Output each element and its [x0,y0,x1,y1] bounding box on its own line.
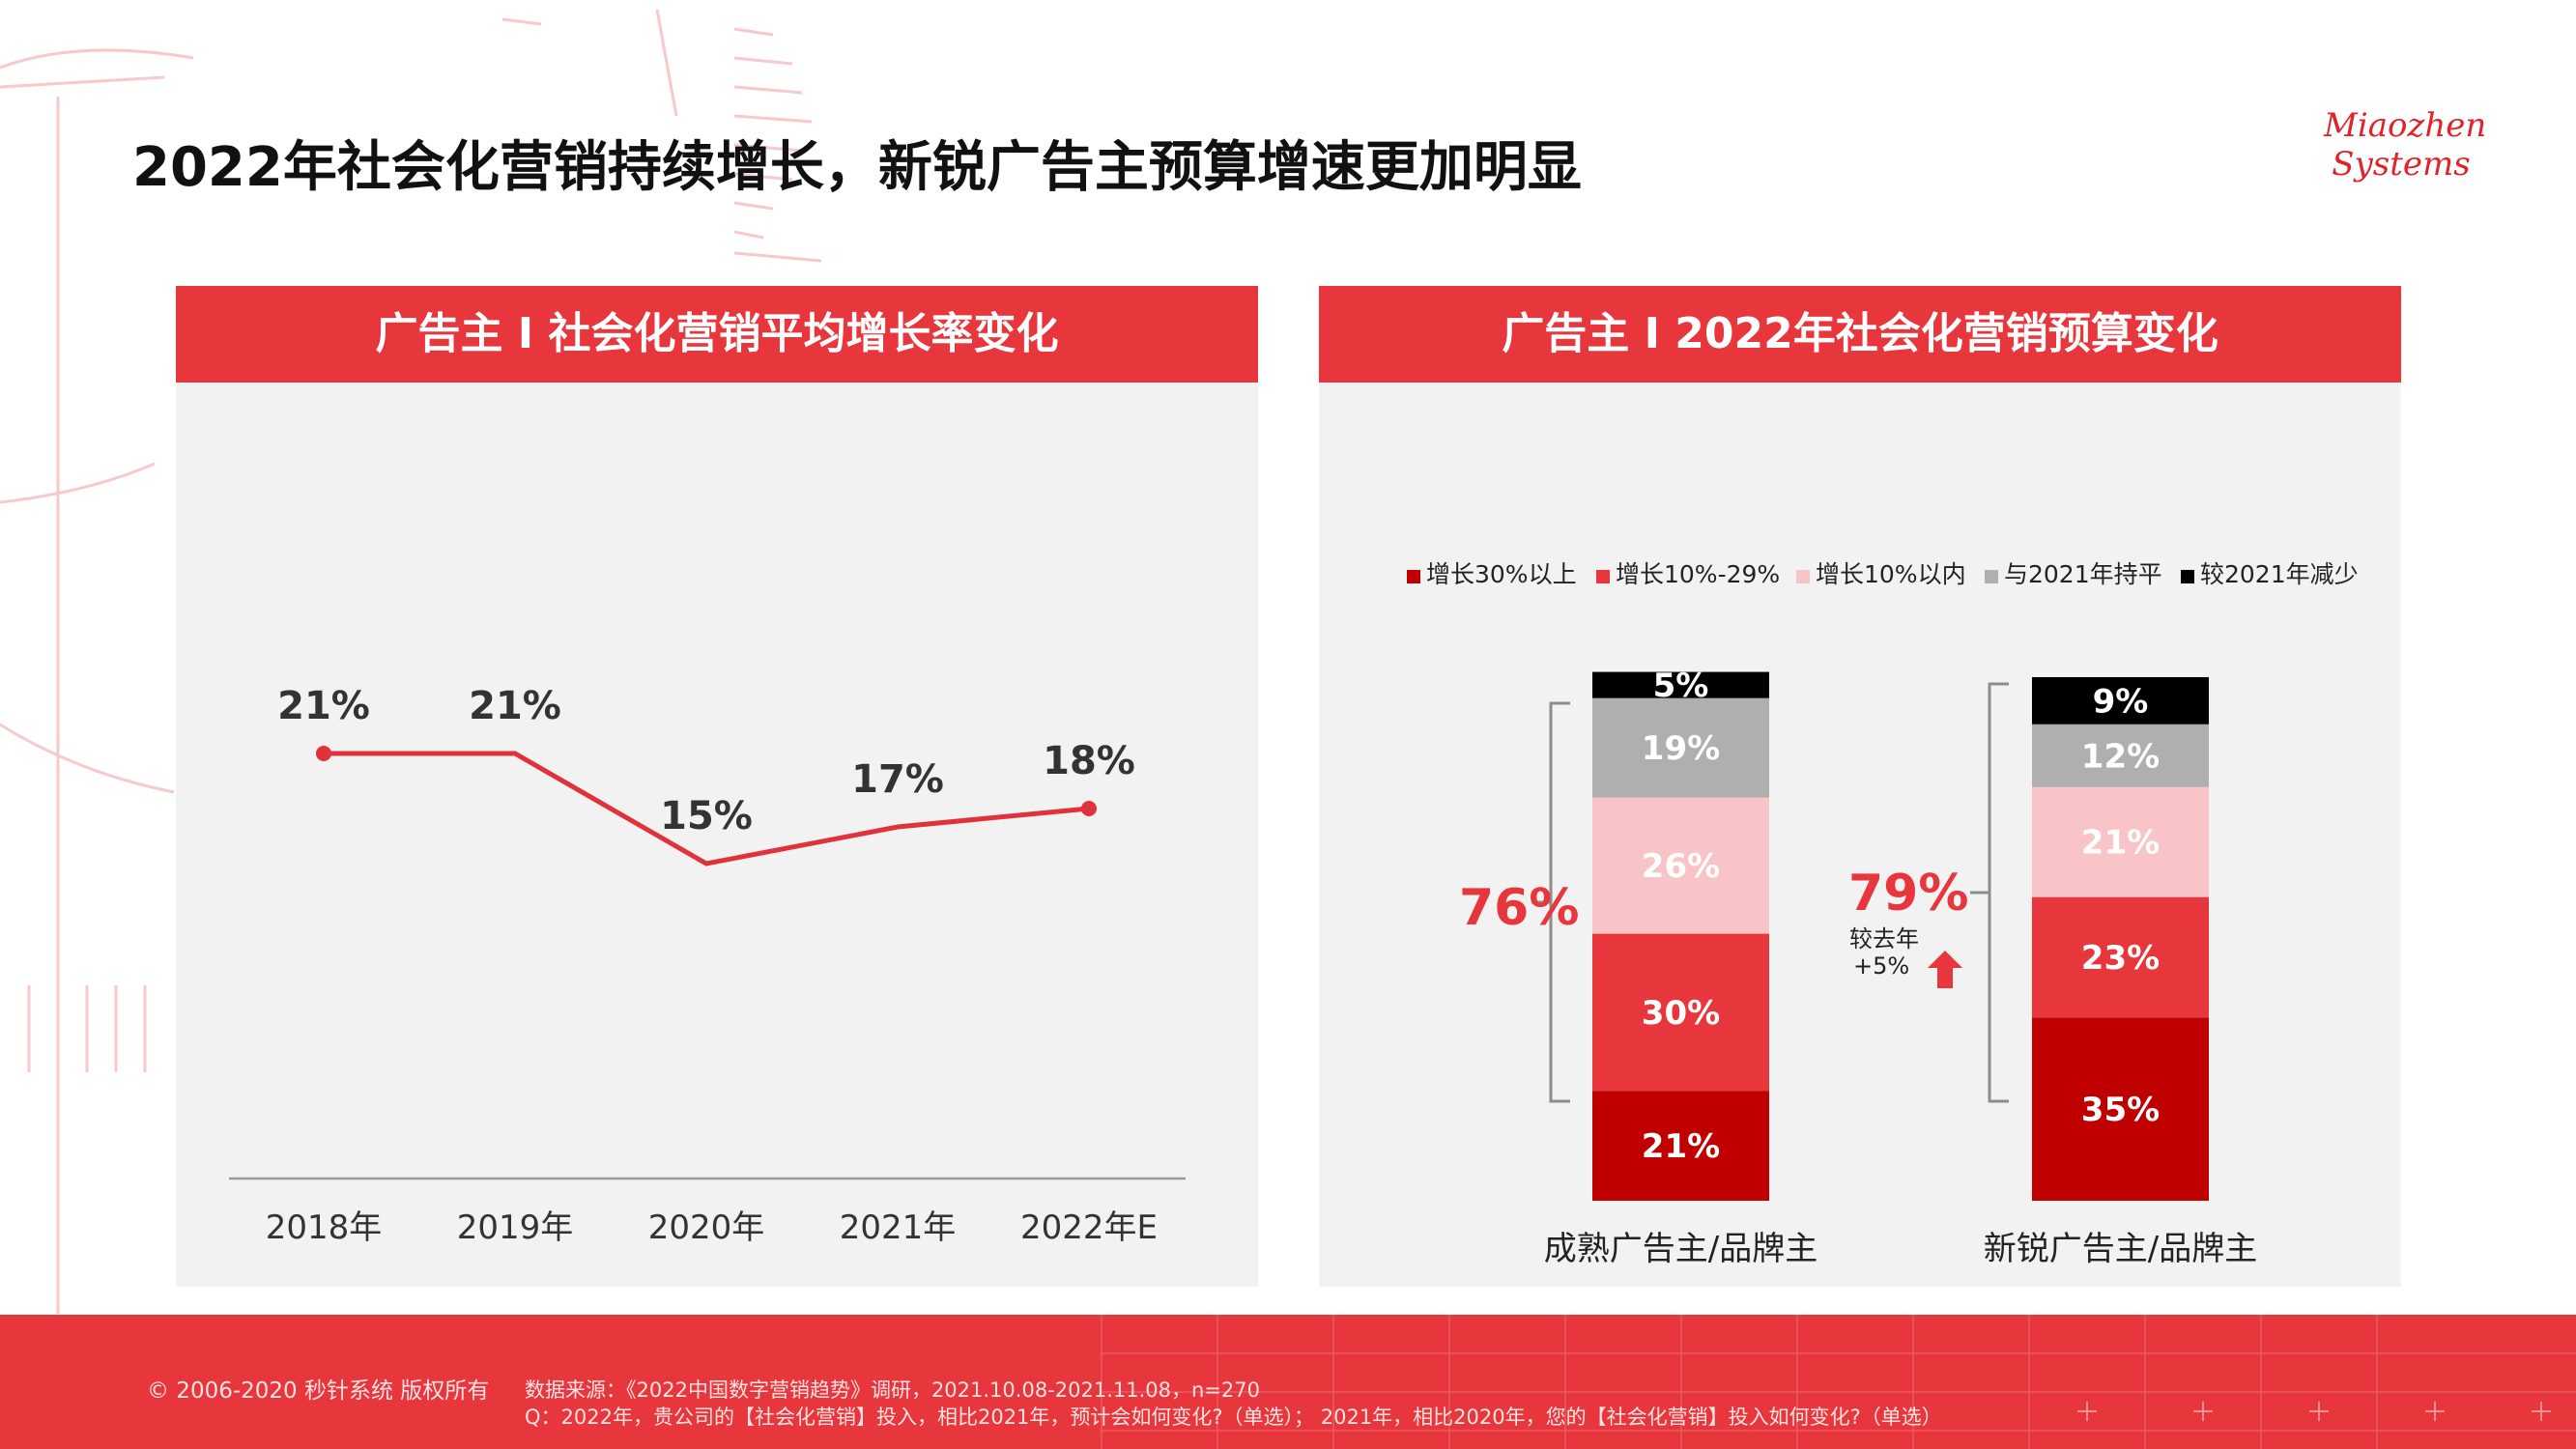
segment-label: 21% [1642,1127,1720,1166]
legend-label: 增长10%以内 [1816,560,1966,588]
bar-segment [1592,797,1769,934]
legend-label: 较2021年减少 [2200,560,2359,588]
budget-change-stacked-bar-chart: 增长30%以上 增长10%-29% 增长10%以内 与2021年持平 较2021年减少 … [1407,560,2359,1268]
new-bracket [1970,682,2009,1103]
bar-segment [2032,1017,2209,1201]
new-total-value: 79% [1848,865,1968,923]
segment-label: 26% [1642,847,1720,886]
x-tick-label: 2021年 [840,1208,957,1247]
bar-segment [1592,697,1769,798]
bar-category-label: 成熟广告主/品牌主 [1544,1230,1818,1268]
segment-label: 23% [2081,939,2160,978]
bar-segment [1592,1091,1769,1201]
legend-swatch [1985,570,1998,583]
survey-question-note: Q：2022年，贵公司的【社会化营销】投入，相比2021年，预计会如何变化?（单… [525,1406,1942,1429]
mature-bracket [1531,701,1570,1103]
legend-label: 增长30%以上 [1426,560,1577,588]
segment-label: 21% [2081,824,2160,863]
segment-label: 9% [2093,682,2149,721]
growth-rate-line-chart: 21% 2018年 21% 2019年 15% 2020年 17% 2021年 18% 2022年… [229,684,1186,1247]
chart-legend: 增长30%以上 增长10%-29% 增长10%以内 与2021年持平 较2021年减少 [1407,560,2359,588]
x-tick-label: 2022年E [1020,1208,1158,1247]
data-label: 21% [469,684,561,728]
stacked-bars: 21% 30% 26% 19% 5% 成熟广告主/品牌主 35% 23% 21% 12% 9% 新锐广… [1544,667,2257,1268]
footer-grid-decoration [1101,1315,2576,1449]
mature-total-label: 76% [1459,879,1579,937]
segment-label: 19% [1642,729,1720,768]
left-panel: 广告主 I 社会化营销平均增长率变化 21% 2018年 21% 2019年 15% 20… [176,286,1258,1287]
legend-swatch [1596,570,1610,583]
bar-segment [1592,671,1769,698]
x-tick-label: 2018年 [266,1208,383,1247]
bar-segment [2032,896,2209,1018]
new-note-line2: +5% [1853,952,1909,980]
segment-label: 30% [1642,994,1720,1033]
line-point [316,746,331,761]
data-label: 17% [851,757,944,802]
right-panel-header: 广告主 I 2022年社会化营销预算变化 [1319,286,2401,383]
x-tick-label: 2019年 [457,1208,574,1247]
footer-bar [0,1315,2576,1449]
legend-swatch [2181,570,2194,583]
segment-label: 5% [1653,667,1709,705]
page-title: 2022年社会化营销持续增长，新锐广告主预算增速更加明显 [132,136,1582,199]
bar-segment [1592,933,1769,1092]
bar-segment [2032,786,2209,897]
line-point [1081,801,1097,816]
segment-label: 35% [2081,1091,2160,1129]
new-note-line1: 较去年 [1849,925,1919,952]
x-tick-label: 2020年 [648,1208,765,1247]
legend-swatch [1407,570,1420,583]
legend-swatch [1796,570,1810,583]
segment-label: 12% [2081,737,2160,776]
legend-label: 增长10%-29% [1616,560,1780,588]
data-label: 21% [277,684,370,728]
bar-segment [2032,677,2209,724]
data-source-note: 数据来源：《2022中国数字营销趋势》调研，2021.10.08-2021.11… [525,1378,1260,1402]
data-label: 15% [660,794,753,838]
legend-label: 与2021年持平 [2004,560,2162,588]
miaozhen-logo: Miaozhen Systems [2324,106,2487,184]
bar-category-label: 新锐广告主/品牌主 [1984,1230,2257,1268]
left-panel-header: 广告主 I 社会化营销平均增长率变化 [176,286,1258,383]
right-panel: 广告主 I 2022年社会化营销预算变化 增长30%以上 增长10%-29% 增长1… [1319,286,2401,1287]
copyright-text: © 2006-2020 秒针系统 版权所有 [147,1378,490,1404]
bar-segment [2032,724,2209,787]
up-arrow-icon [1928,951,1962,988]
data-label: 18% [1043,739,1135,783]
